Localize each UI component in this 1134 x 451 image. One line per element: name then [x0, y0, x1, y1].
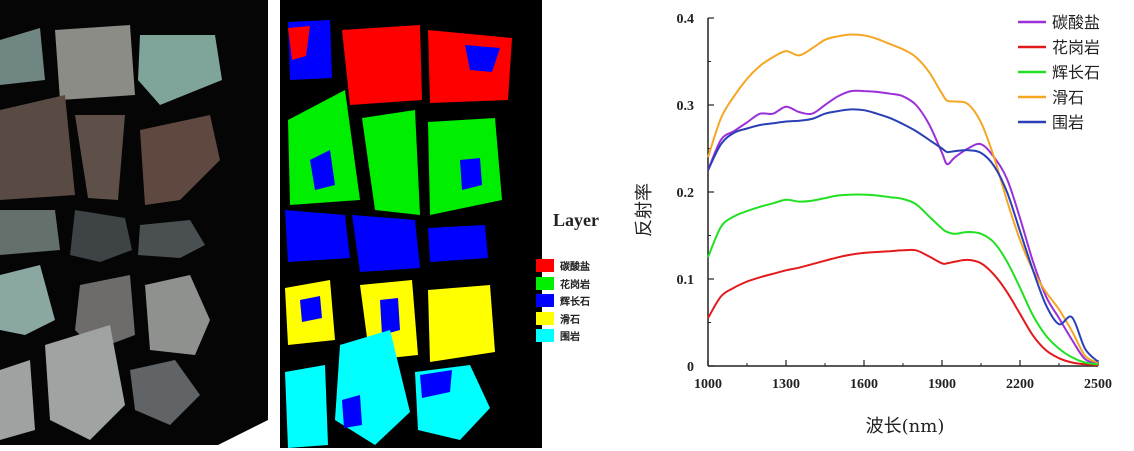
layer-legend-title: Layer — [553, 210, 599, 230]
series-line — [707, 108, 1099, 363]
layer-legend-item: 碳酸盐 — [536, 257, 616, 275]
layer-legend-label: 花岗岩 — [560, 279, 590, 291]
x-tick-label: 2500 — [1084, 377, 1112, 392]
layer-legend-item: 花岗岩 — [536, 275, 616, 293]
series-line — [707, 248, 1099, 367]
legend-label: 辉长石 — [1052, 63, 1100, 82]
layer-legend-swatch — [536, 311, 554, 325]
legend-label: 围岩 — [1052, 113, 1084, 132]
layer-legend-swatch — [536, 329, 554, 343]
legend-label: 滑石 — [1052, 88, 1084, 107]
layer-legend-item: 辉长石 — [536, 292, 616, 310]
layer-legend-label: 碳酸盐 — [560, 262, 590, 274]
y-axis-label: 反射率 — [634, 183, 655, 237]
x-tick-label: 1000 — [694, 377, 722, 392]
layer-legend-swatch — [536, 259, 554, 273]
layer-legend-item: 滑石 — [536, 310, 616, 328]
layer-legend-label: 滑石 — [560, 314, 580, 326]
y-tick-label: 0 — [687, 360, 694, 375]
layer-legend-label: 围岩 — [560, 332, 580, 344]
layer-legend-label: 辉长石 — [560, 297, 590, 309]
x-tick-label: 1600 — [850, 377, 878, 392]
layer-legend-item: 围岩 — [536, 327, 616, 345]
series-line — [707, 89, 1099, 365]
x-tick-label: 2200 — [1006, 377, 1034, 392]
x-axis-label: 波长(nm) — [866, 416, 945, 437]
y-tick-label: 0.4 — [677, 12, 695, 27]
y-tick-label: 0.1 — [677, 273, 695, 288]
chart-lines — [707, 33, 1099, 367]
y-tick-label: 0.3 — [677, 99, 695, 114]
x-tick-label: 1900 — [928, 377, 956, 392]
layer-legend: Layer 碳酸盐花岗岩辉长石滑石围岩 — [536, 210, 616, 345]
legend-label: 碳酸盐 — [1052, 13, 1100, 32]
chart-axes: 1000 1300 1600 1900 2200 2500 0 0.1 0.2 0.3 0.4 — [677, 12, 1113, 392]
x-tick-label: 1300 — [772, 377, 800, 392]
series-line — [707, 193, 1099, 366]
layer-legend-swatch — [536, 294, 554, 308]
layer-legend-items: 碳酸盐花岗岩辉长石滑石围岩 — [536, 257, 616, 345]
y-tick-label: 0.2 — [677, 186, 695, 201]
reflectance-chart: 1000 1300 1600 1900 2200 2500 0 0.1 0.2 0.3 0.4 碳酸… — [634, 12, 1113, 437]
classification-map — [280, 0, 542, 448]
rock-samples-photo — [0, 0, 268, 445]
layer-legend-swatch — [536, 276, 554, 290]
legend-label: 花岗岩 — [1052, 38, 1100, 57]
